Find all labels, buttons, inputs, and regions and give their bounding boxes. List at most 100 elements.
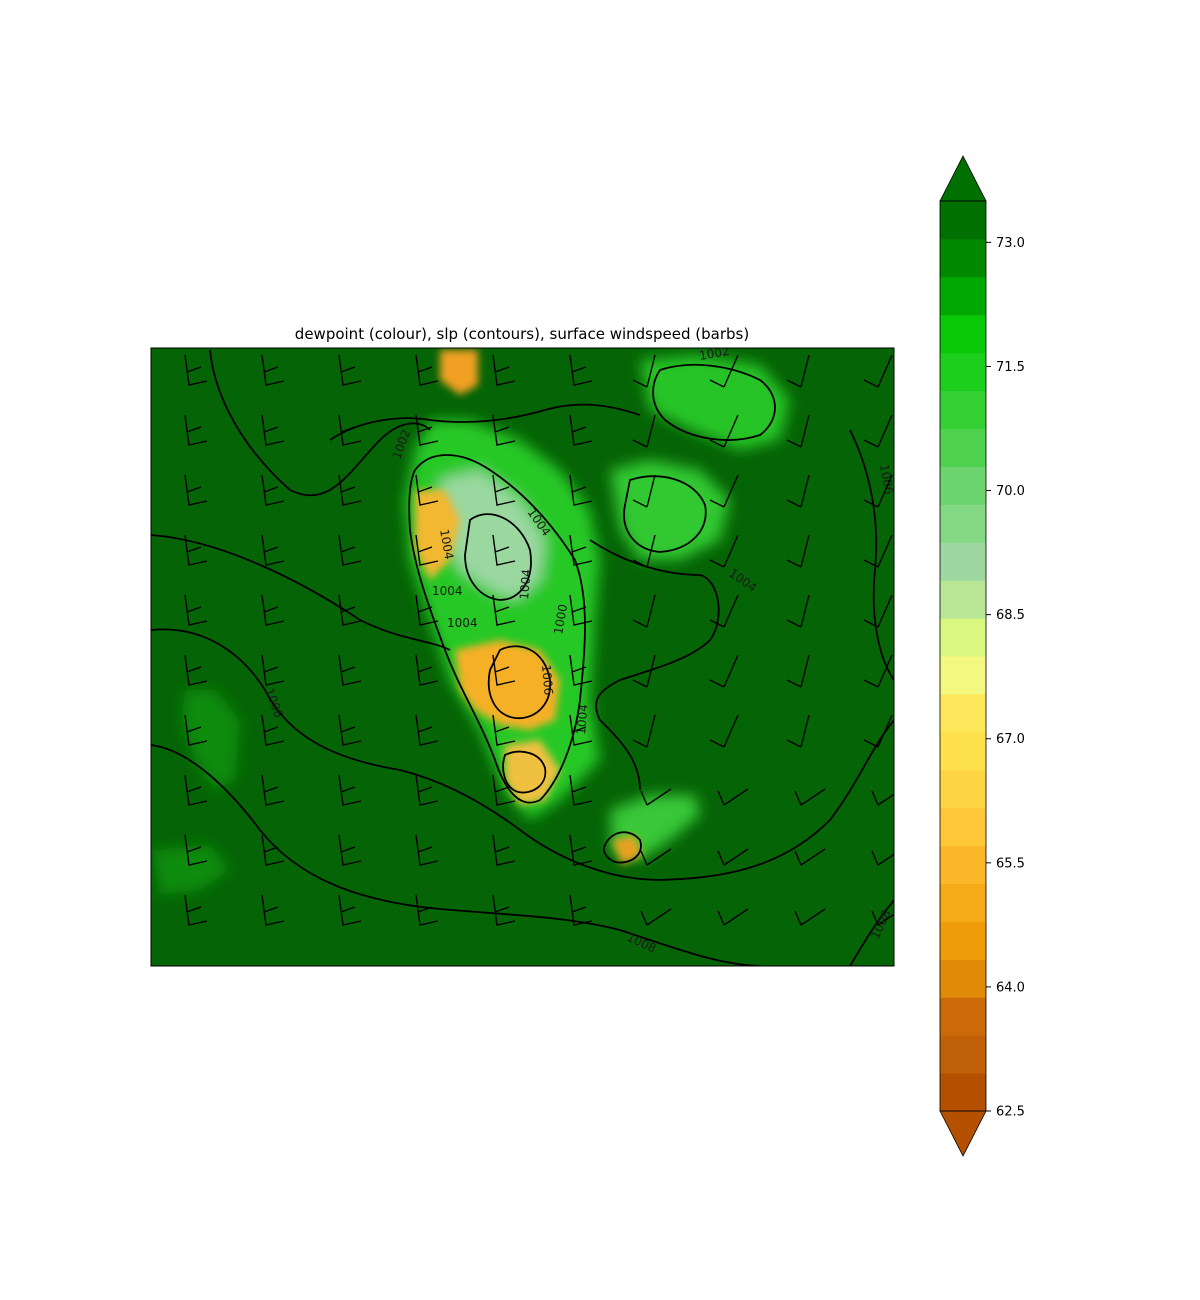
wind-barb <box>569 354 593 386</box>
wind-barb <box>261 594 285 626</box>
wind-barb <box>415 354 439 386</box>
wind-barb <box>261 714 285 746</box>
wind-barb <box>261 474 285 506</box>
colorbar-bin <box>940 314 986 354</box>
colorbar-bin <box>940 731 986 771</box>
colorbar-bin <box>940 845 986 884</box>
contour-label: 1006 <box>539 664 556 696</box>
plot-title: dewpoint (colour), slp (contours), surfa… <box>295 325 749 343</box>
wind-barb <box>632 534 656 568</box>
colorbar-bin <box>940 352 986 392</box>
wind-barb <box>632 654 656 688</box>
contour-label: 1004 <box>432 584 463 598</box>
slp-contour-1004-west <box>151 534 451 651</box>
wind-barb <box>863 414 893 448</box>
wind-barb <box>415 834 439 866</box>
wind-barb <box>569 414 593 446</box>
slp-contour-central-ring-2 <box>487 645 551 719</box>
colorbar-bin <box>940 390 986 429</box>
wind-barb <box>863 654 893 688</box>
wind-barb <box>492 834 516 866</box>
wind-barb <box>709 594 739 628</box>
wind-barb <box>786 414 810 448</box>
map-panel: 1002 1004 1004 1004 1004 1004 1004 1004 … <box>151 348 896 966</box>
slp-contour-1004-east <box>589 539 720 791</box>
wind-barb <box>569 834 593 866</box>
wind-barb <box>415 474 439 506</box>
wind-barb <box>786 654 810 688</box>
wind-barb <box>415 654 439 686</box>
colorbar-tick-label: 65.5 <box>996 856 1025 871</box>
colorbar-tick-label: 67.0 <box>996 732 1025 747</box>
wind-barb <box>261 414 285 446</box>
wind-barb <box>184 834 208 866</box>
wind-barb <box>415 894 439 926</box>
contour-label: 1004 <box>437 528 456 561</box>
slp-contour-northeast-ring <box>623 475 707 553</box>
dewpoint-dry-central <box>455 640 560 730</box>
dewpoint-west-patch <box>182 690 240 790</box>
colorbar-bin <box>940 921 986 960</box>
wind-barb <box>415 774 439 806</box>
wind-barb <box>632 594 656 628</box>
wind-barb <box>569 894 593 926</box>
colorbar: 62.5 64.0 65.5 67.0 68.5 70.0 71.5 73.0 <box>939 155 1025 1157</box>
colorbar-bin <box>940 883 986 922</box>
wind-barb <box>338 834 362 866</box>
wind-barb <box>794 788 826 806</box>
colorbar-bin <box>940 618 986 657</box>
dewpoint-dry-north <box>440 350 478 395</box>
wind-barb <box>569 654 593 686</box>
colorbar-bin <box>940 428 986 467</box>
wind-barb <box>338 594 362 626</box>
contour-label: 1006 <box>877 463 896 496</box>
colorbar-bin <box>940 276 986 316</box>
slp-contour-1006-west <box>151 628 894 881</box>
dewpoint-dry-west-coast <box>415 490 460 580</box>
colorbar-bin <box>940 997 986 1036</box>
wind-barb <box>786 534 810 568</box>
wind-barb <box>569 774 593 806</box>
colorbar-tick-label: 70.0 <box>996 484 1025 499</box>
wind-barb <box>640 848 672 866</box>
slp-contour-1008-east <box>849 899 894 966</box>
wind-barb <box>871 850 894 866</box>
colorbar-bin <box>940 693 986 733</box>
wind-barb <box>871 790 894 806</box>
slp-contour-island <box>602 831 642 864</box>
wind-barb <box>640 788 672 806</box>
wind-barb <box>184 894 208 926</box>
slp-contour-1006-east <box>849 429 894 681</box>
wind-barb <box>569 474 593 506</box>
colorbar-bin <box>940 580 986 619</box>
colorbar-tick-label: 64.0 <box>996 980 1025 995</box>
colorbar-tick-label: 71.5 <box>996 360 1025 375</box>
wind-barb <box>492 414 516 446</box>
wind-barb <box>261 354 285 386</box>
dewpoint-northeast-zone <box>610 460 730 560</box>
slp-contour-central-ring-1 <box>464 513 532 601</box>
wind-barb <box>184 474 208 506</box>
wind-barb <box>492 354 516 386</box>
colorbar-bin <box>940 238 986 278</box>
wind-barb <box>415 714 439 746</box>
wind-barb <box>717 908 749 926</box>
wind-barb <box>338 354 362 386</box>
wind-barbs <box>184 354 894 926</box>
wind-barb <box>184 594 208 626</box>
wind-barb <box>786 714 810 748</box>
wind-barb <box>632 714 656 748</box>
wind-barb <box>338 654 362 686</box>
contour-label: 1000 <box>551 603 570 636</box>
colorbar-tick-label: 68.5 <box>996 608 1025 623</box>
slp-contour-coastline-peninsula <box>408 454 586 804</box>
wind-barb <box>709 414 739 448</box>
colorbar-extend-min <box>939 1110 987 1157</box>
colorbar-bin <box>940 959 986 998</box>
wind-barb <box>261 534 285 566</box>
dewpoint-southwest-patch <box>152 845 230 895</box>
wind-barb <box>492 894 516 926</box>
wind-barb <box>709 354 739 388</box>
dewpoint-dry-south-tip <box>505 740 560 805</box>
